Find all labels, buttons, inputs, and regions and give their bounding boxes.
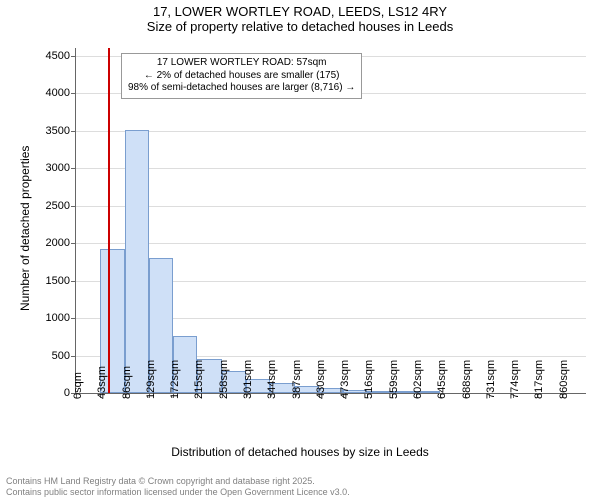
xtick-label: 301sqm [242,360,254,399]
ytick-label: 3500 [46,125,70,137]
histogram-bar [125,130,149,393]
ytick-label: 4500 [46,50,70,62]
attribution-footer: Contains HM Land Registry data © Crown c… [6,476,350,498]
xtick-label: 688sqm [461,360,473,399]
ytick-mark [71,356,76,357]
ytick-label: 4000 [46,87,70,99]
xtick-label: 559sqm [388,360,400,399]
xtick-label: 645sqm [436,360,448,399]
infobox-line1: 17 LOWER WORTLEY ROAD: 57sqm [128,57,355,70]
ytick-label: 1500 [46,275,70,287]
xtick-label: 86sqm [121,366,133,399]
chart-container: 17, LOWER WORTLEY ROAD, LEEDS, LS12 4RY … [0,0,600,500]
ytick-label: 500 [52,350,70,362]
xtick-label: 0sqm [72,372,84,399]
xtick-label: 731sqm [485,360,497,399]
ytick-label: 3000 [46,162,70,174]
gridline [76,168,586,169]
infobox-line3: 98% of semi-detached houses are larger (… [128,82,355,95]
xtick-label: 602sqm [412,360,424,399]
ytick-mark [71,206,76,207]
x-axis-label: Distribution of detached houses by size … [0,445,600,459]
xtick-label: 774sqm [509,360,521,399]
footer-line2: Contains public sector information licen… [6,487,350,498]
xtick-label: 473sqm [339,360,351,399]
xtick-label: 258sqm [218,360,230,399]
xtick-label: 215sqm [193,360,205,399]
xtick-label: 430sqm [315,360,327,399]
y-axis-label: Number of detached properties [18,145,32,310]
title-group: 17, LOWER WORTLEY ROAD, LEEDS, LS12 4RY … [0,0,600,34]
xtick-label: 860sqm [558,360,570,399]
property-marker-line [108,48,110,393]
ytick-mark [71,93,76,94]
ytick-mark [71,56,76,57]
ytick-mark [71,318,76,319]
ytick-label: 2000 [46,237,70,249]
xtick-label: 817sqm [533,360,545,399]
gridline [76,131,586,132]
chart-title-line2: Size of property relative to detached ho… [0,19,600,34]
ytick-mark [71,168,76,169]
ytick-label: 1000 [46,312,70,324]
infobox-line2: ← 2% of detached houses are smaller (175… [128,70,355,83]
gridline [76,243,586,244]
xtick-label: 172sqm [169,360,181,399]
property-infobox: 17 LOWER WORTLEY ROAD: 57sqm← 2% of deta… [121,53,362,99]
plot-area: 0500100015002000250030003500400045000sqm… [75,48,586,394]
ytick-mark [71,281,76,282]
xtick-label: 129sqm [145,360,157,399]
gridline [76,206,586,207]
xtick-label: 43sqm [96,366,108,399]
ytick-mark [71,131,76,132]
xtick-label: 516sqm [363,360,375,399]
xtick-label: 387sqm [291,360,303,399]
chart-title-line1: 17, LOWER WORTLEY ROAD, LEEDS, LS12 4RY [0,4,600,19]
footer-line1: Contains HM Land Registry data © Crown c… [6,476,350,487]
ytick-mark [71,243,76,244]
ytick-label: 2500 [46,200,70,212]
xtick-label: 344sqm [266,360,278,399]
ytick-label: 0 [64,387,70,399]
